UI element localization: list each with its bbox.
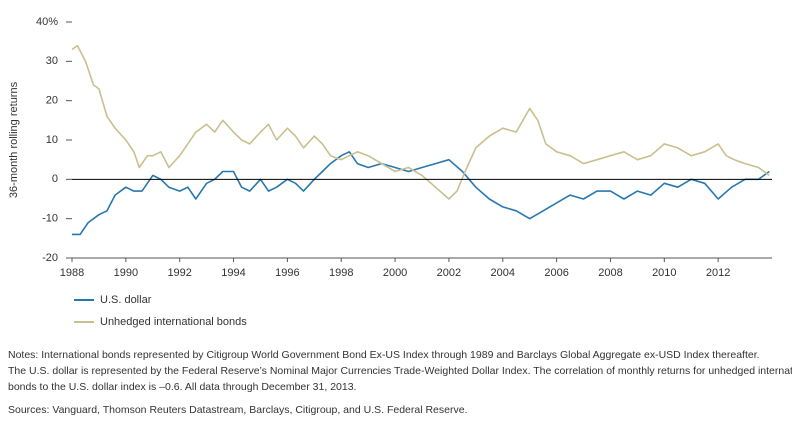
y-tick-label: -20 [42, 252, 58, 264]
x-tick-label: 2002 [437, 267, 461, 279]
series-line [71, 44, 770, 200]
y-tick-label: 30 [46, 55, 58, 67]
y-tick-label: 20 [46, 95, 58, 107]
note-line: bonds to the U.S. dollar index is –0.6. … [8, 381, 356, 393]
x-tick-label: 2004 [491, 267, 515, 279]
x-tick-label: 1992 [167, 267, 191, 279]
y-tick-label: -10 [42, 213, 58, 225]
x-tick-label: 2010 [652, 267, 676, 279]
legend-label: U.S. dollar [100, 294, 152, 306]
x-tick-label: 2006 [544, 267, 568, 279]
sources: Sources: Vanguard, Thomson Reuters Datas… [8, 404, 468, 416]
x-tick-label: 2008 [598, 267, 622, 279]
y-tick-label: 10 [46, 134, 58, 146]
x-tick-label: 1988 [60, 267, 84, 279]
x-tick-label: 1996 [275, 267, 299, 279]
x-tick-label: 1990 [114, 267, 138, 279]
x-tick-label: 2012 [706, 267, 730, 279]
note-line: Notes: International bonds represented b… [8, 349, 760, 361]
note-line: The U.S. dollar is represented by the Fe… [8, 365, 792, 377]
x-tick-label: 2000 [383, 267, 407, 279]
series-line [72, 151, 770, 236]
y-tick-label: 0 [52, 173, 58, 185]
y-tick-label: 40% [36, 16, 58, 28]
y-axis-label: 36-month rolling returns [8, 81, 20, 198]
x-tick-label: 1994 [221, 267, 245, 279]
legend-label: Unhedged international bonds [100, 316, 247, 328]
x-tick-label: 1998 [329, 267, 353, 279]
